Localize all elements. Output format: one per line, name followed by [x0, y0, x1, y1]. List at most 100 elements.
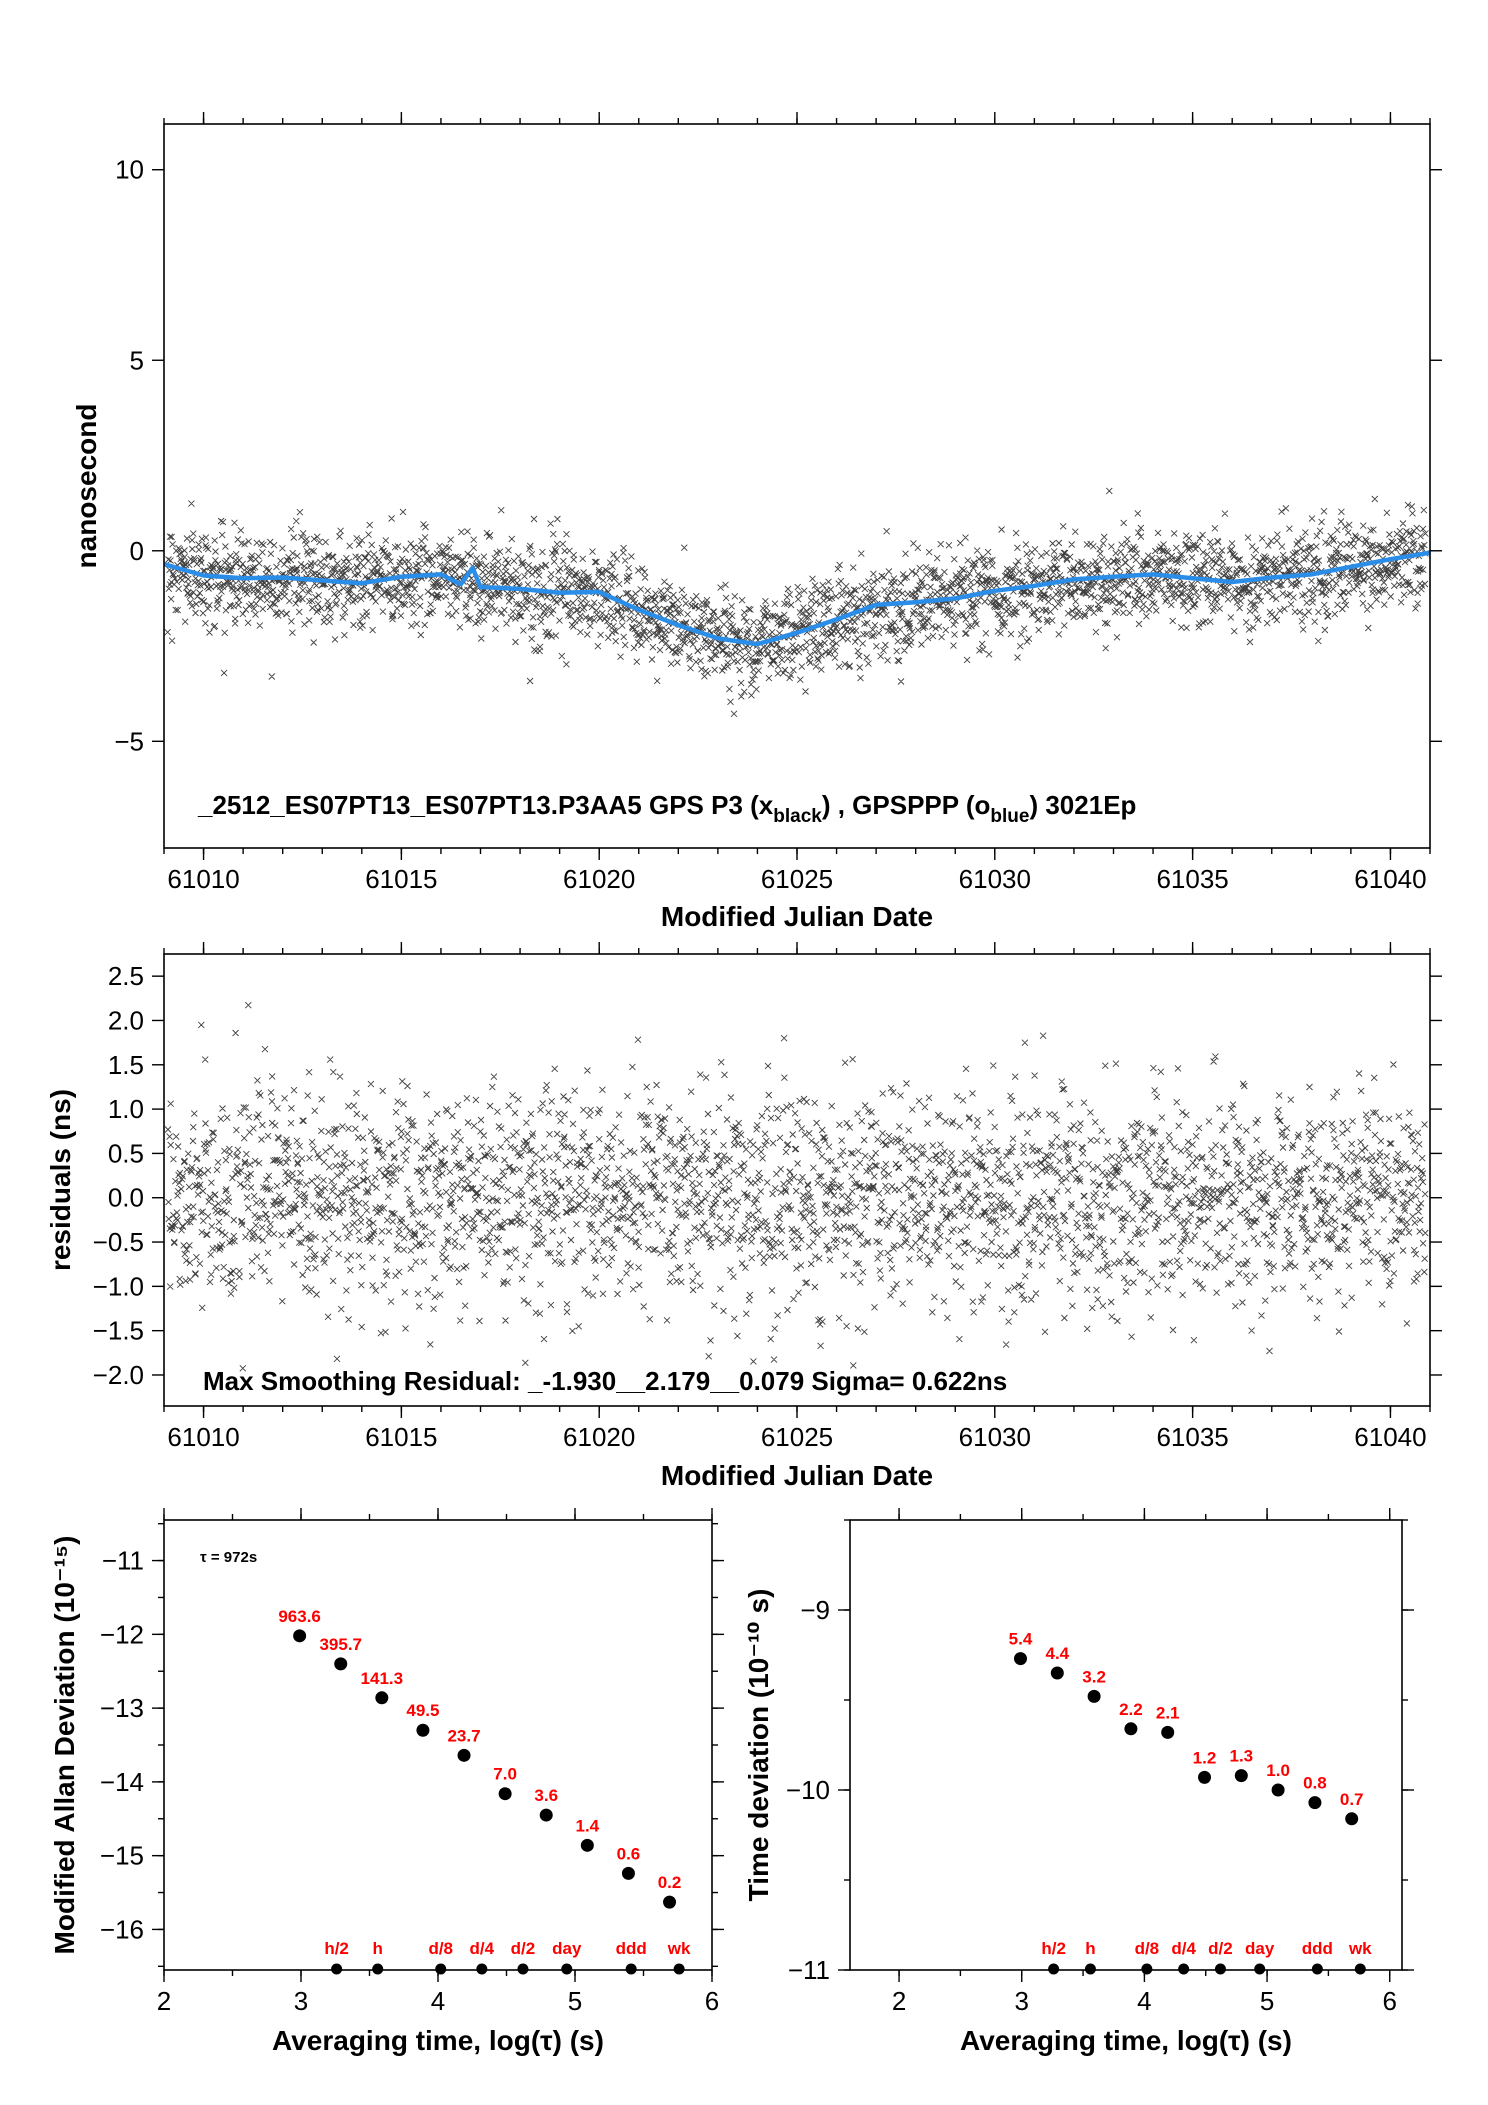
- y-tick-label: 1.5: [108, 1050, 144, 1080]
- tdev-ticks: 2 3 4 5 6 −11 −10 −9: [786, 1508, 1414, 2016]
- time-marker-label: day: [552, 1939, 582, 1958]
- deviation-point: [1161, 1725, 1175, 1739]
- time-marker-label: h: [1085, 1939, 1095, 1958]
- tdev-marks: 5.4 4.4 3.2 2.2 2.1 1.2 1.3 1.0 0.8 0.7 h/2 h d/8 d/4…: [1009, 1630, 1372, 1975]
- mdev-tau-note: τ = 972s: [200, 1549, 257, 1566]
- deviation-value-label: 0.6: [617, 1844, 641, 1863]
- y-tick-label: −12: [100, 1619, 144, 1649]
- time-marker-dot: [1254, 1963, 1266, 1975]
- x-tick-label: 61025: [761, 864, 833, 894]
- x-tick-label: 6: [705, 1986, 719, 2016]
- y-tick-label: −16: [100, 1914, 144, 1944]
- time-marker-label: day: [1245, 1939, 1275, 1958]
- x-tick-label: 61020: [563, 1422, 635, 1452]
- y-tick-label: 5: [130, 345, 144, 375]
- tdev-y-axis-label: Time deviation (10⁻¹⁰ s): [743, 1589, 774, 1902]
- annotation-sub-black: black: [773, 806, 822, 827]
- y-tick-label: −11: [788, 1955, 830, 1985]
- deviation-point: [539, 1808, 553, 1822]
- deviation-value-label: 0.2: [658, 1873, 682, 1892]
- top-y-axis-label: nanosecond: [71, 404, 102, 569]
- deviation-value-label: 963.6: [278, 1607, 321, 1626]
- tdev-x-axis-label: Averaging time, log(τ) (s): [960, 2025, 1292, 2056]
- time-marker-dot: [1354, 1963, 1366, 1975]
- time-marker-dot: [1141, 1963, 1153, 1975]
- y-tick-label: −9: [800, 1595, 830, 1625]
- deviation-value-label: 395.7: [319, 1635, 362, 1654]
- deviation-point: [1234, 1769, 1248, 1783]
- time-marker-label: d/2: [511, 1939, 536, 1958]
- time-marker-dot: [1178, 1963, 1190, 1975]
- x-tick-label: 61025: [761, 1422, 833, 1452]
- x-tick-label: 5: [568, 1986, 582, 2016]
- time-marker-label: h: [373, 1939, 383, 1958]
- deviation-value-label: 23.7: [447, 1726, 480, 1745]
- time-marker-dot: [1214, 1963, 1226, 1975]
- y-tick-label: −10: [786, 1775, 830, 1805]
- deviation-point: [1271, 1783, 1285, 1797]
- x-tick-label: 6: [1382, 1986, 1396, 2016]
- deviation-value-label: 2.2: [1119, 1700, 1143, 1719]
- deviation-point: [621, 1866, 635, 1880]
- deviation-value-label: 1.2: [1193, 1748, 1217, 1767]
- y-tick-label: −1.5: [93, 1316, 144, 1346]
- y-tick-label: 0.0: [108, 1183, 144, 1213]
- x-tick-label: 5: [1260, 1986, 1274, 2016]
- time-marker-label: ddd: [616, 1939, 647, 1958]
- annotation-part-2: ) , GPSPPP (o: [822, 790, 991, 820]
- annotation-sub-blue: blue: [990, 806, 1029, 827]
- x-tick-label: 4: [431, 1986, 445, 2016]
- y-tick-label: −15: [100, 1841, 144, 1871]
- x-tick-label: 61040: [1354, 864, 1426, 894]
- deviation-value-label: 0.8: [1303, 1774, 1327, 1793]
- top-series-annotation: _2512_ES07PT13_ES07PT13.P3AA5 GPS P3 (xb…: [197, 790, 1136, 827]
- middle-y-axis-label: residuals (ns): [45, 1089, 76, 1271]
- time-marker-label: d/8: [1135, 1939, 1160, 1958]
- deviation-point: [375, 1691, 389, 1705]
- time-marker-label: ddd: [1302, 1939, 1333, 1958]
- middle-x-axis-label: Modified Julian Date: [661, 1460, 933, 1491]
- y-tick-label: −11: [102, 1546, 144, 1576]
- x-tick-label: 61030: [959, 864, 1031, 894]
- top-x-axis-label: Modified Julian Date: [661, 901, 933, 932]
- time-marker-label: h/2: [324, 1939, 349, 1958]
- deviation-value-label: 3.6: [534, 1786, 558, 1805]
- time-marker-dot: [1084, 1963, 1096, 1975]
- time-marker-dot: [372, 1963, 384, 1975]
- x-tick-label: 3: [1014, 1986, 1028, 2016]
- x-tick-label: 61040: [1354, 1422, 1426, 1452]
- deviation-point: [1345, 1812, 1359, 1826]
- mdev-x-axis-label: Averaging time, log(τ) (s): [272, 2025, 604, 2056]
- time-marker-dot: [331, 1963, 343, 1975]
- time-marker-dot: [673, 1963, 685, 1975]
- y-tick-label: −1.0: [93, 1271, 144, 1301]
- deviation-point: [416, 1723, 430, 1737]
- residual-points: [164, 1001, 1429, 1372]
- time-marker-label: d/4: [1171, 1939, 1196, 1958]
- deviation-value-label: 0.7: [1340, 1790, 1364, 1809]
- y-tick-label: −2.0: [93, 1360, 144, 1390]
- deviation-value-label: 49.5: [406, 1701, 439, 1720]
- tdev-panel: 5.4 4.4 3.2 2.2 2.1 1.2 1.3 1.0 0.8 0.7 h/2 h d/8 d/4…: [743, 1508, 1414, 2056]
- x-tick-label: 61015: [365, 1422, 437, 1452]
- x-tick-label: 61035: [1156, 1422, 1228, 1452]
- deviation-value-label: 1.3: [1229, 1747, 1253, 1766]
- deviation-point: [1050, 1666, 1064, 1680]
- time-marker-dot: [517, 1963, 529, 1975]
- time-marker-dot: [561, 1963, 573, 1975]
- annotation-part-3: ) 3021Ep: [1029, 790, 1136, 820]
- deviation-value-label: 2.1: [1156, 1703, 1180, 1722]
- top-panel: 61010 61015 61020 61025 61030 61035 61040 −5 0 5 1…: [71, 112, 1442, 932]
- mdev-y-axis-label: Modified Allan Deviation (10⁻¹⁵): [49, 1536, 80, 1955]
- annotation-part-1: _2512_ES07PT13_ES07PT13.P3AA5 GPS P3 (x: [197, 790, 774, 820]
- y-tick-label: −0.5: [93, 1227, 144, 1257]
- time-marker-label: d/4: [470, 1939, 495, 1958]
- y-tick-label: 0: [130, 536, 144, 566]
- middle-marks: [164, 1001, 1429, 1372]
- x-tick-label: 61015: [365, 864, 437, 894]
- gps-p3-points: [164, 487, 1429, 718]
- time-marker-dot: [476, 1963, 488, 1975]
- y-tick-label: 2.5: [108, 961, 144, 991]
